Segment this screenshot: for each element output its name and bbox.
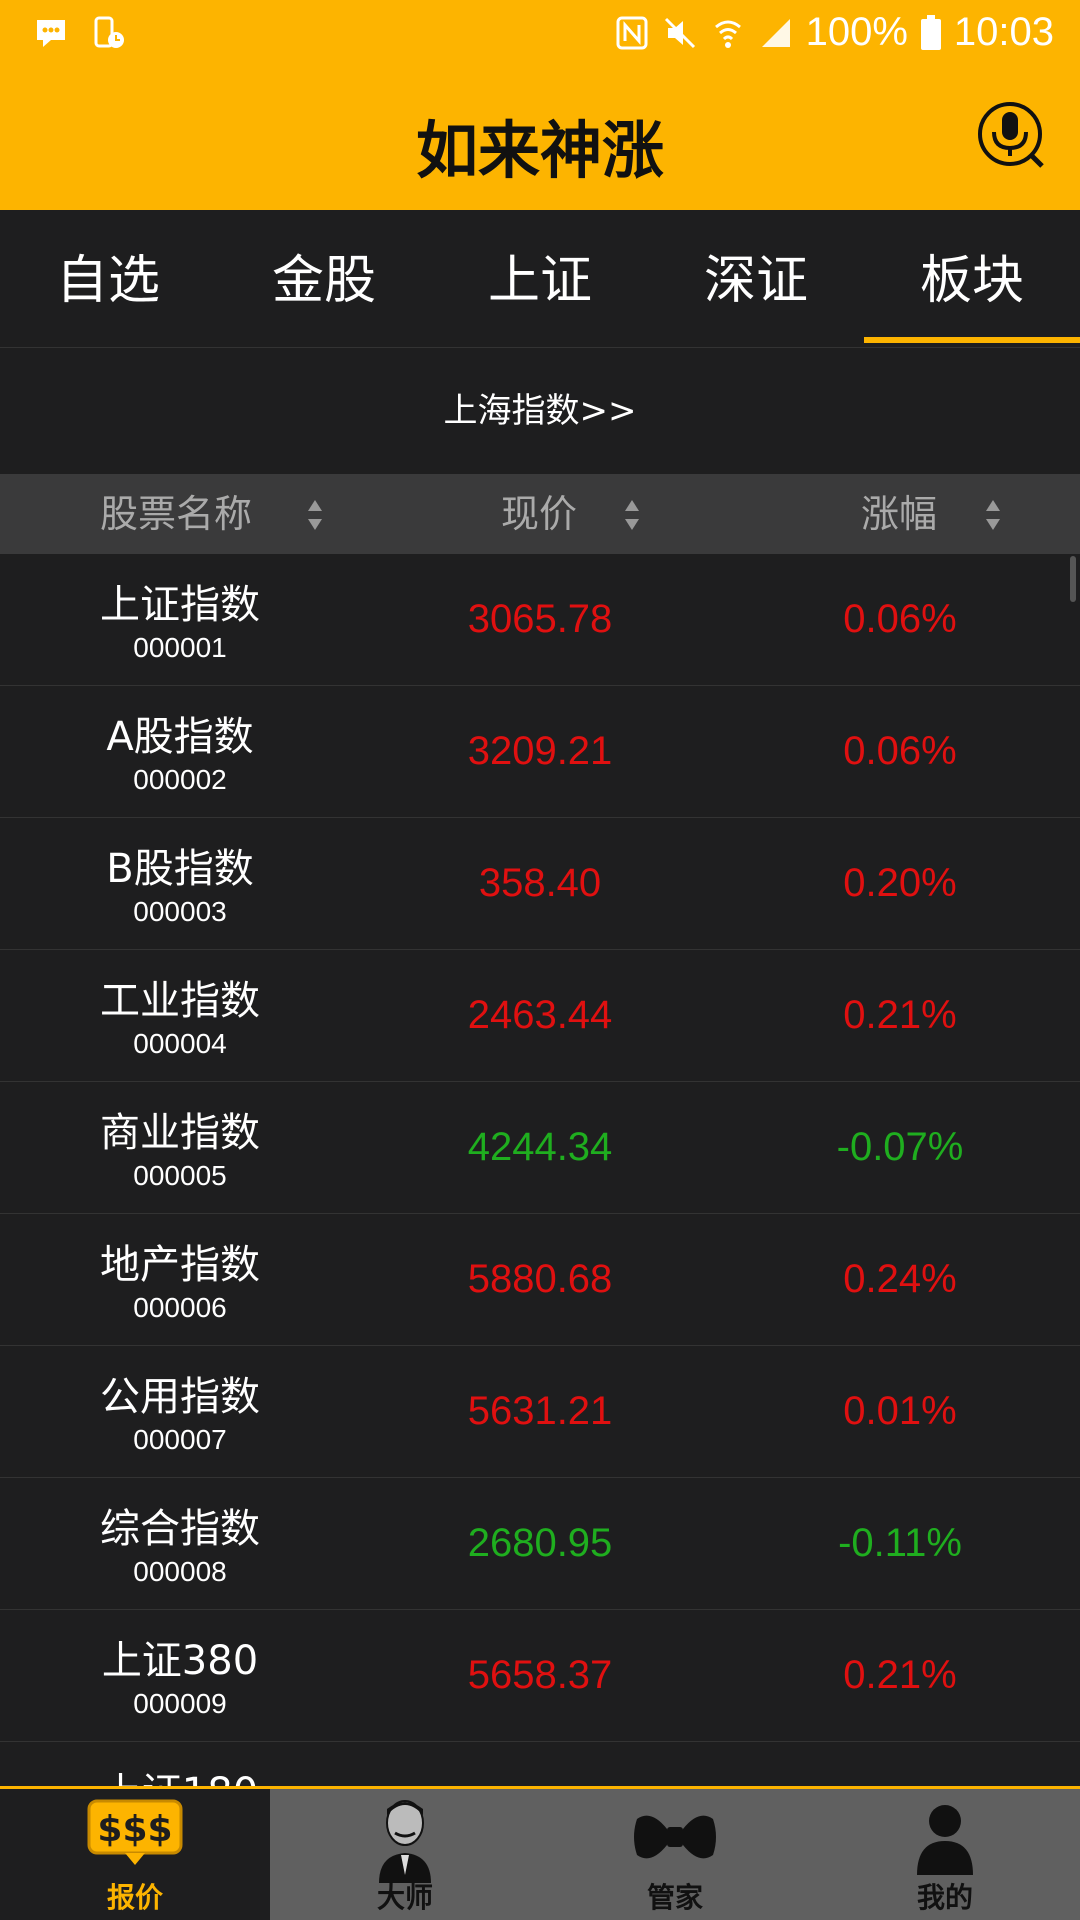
nav-master[interactable]: 大师 bbox=[270, 1789, 540, 1920]
stock-price: 358.40 bbox=[478, 861, 602, 905]
nav-butler[interactable]: 管家 bbox=[540, 1789, 810, 1920]
column-header-price[interactable]: 现价 bbox=[501, 492, 578, 536]
message-notification-icon bbox=[37, 20, 65, 47]
table-row[interactable]: 上证380 000009 5658.37 0.21% bbox=[0, 1610, 1080, 1742]
tab-golden-stocks[interactable]: 金股 bbox=[271, 251, 376, 311]
sort-icon[interactable] bbox=[624, 498, 640, 532]
dollar-sign-icon: $$$ bbox=[87, 1799, 183, 1865]
stock-price: 5631.21 bbox=[467, 1389, 613, 1433]
stock-price: 5658.37 bbox=[467, 1653, 613, 1697]
table-row[interactable]: 上证指数 000001 3065.78 0.06% bbox=[0, 554, 1080, 686]
nav-label: 大师 bbox=[376, 1881, 433, 1914]
tab-shanghai[interactable]: 上证 bbox=[487, 251, 592, 311]
stock-price: 2463.44 bbox=[467, 993, 613, 1037]
stock-change: 0.06% bbox=[843, 597, 957, 641]
tab-watchlist[interactable]: 自选 bbox=[55, 251, 160, 311]
stock-price: 2680.95 bbox=[467, 1521, 613, 1565]
table-row[interactable]: 公用指数 000007 5631.21 0.01% bbox=[0, 1346, 1080, 1478]
table-row[interactable]: 上证180 bbox=[0, 1742, 1080, 1786]
stock-price: 5880.68 bbox=[467, 1257, 613, 1301]
nav-label: 报价 bbox=[106, 1881, 163, 1914]
stock-name: B股指数 bbox=[106, 846, 254, 892]
stock-name: 商业指数 bbox=[100, 1110, 260, 1156]
sort-icon[interactable] bbox=[307, 498, 323, 532]
status-right: 100% 10:03 bbox=[614, 10, 1054, 55]
page-title: 如来神涨 bbox=[415, 114, 664, 187]
stock-code: 000003 bbox=[133, 896, 227, 927]
status-left-icons bbox=[34, 16, 126, 50]
mute-icon bbox=[664, 17, 695, 48]
master-avatar-icon bbox=[379, 1800, 431, 1883]
stock-name: 地产指数 bbox=[100, 1242, 260, 1288]
stock-code: 000009 bbox=[133, 1688, 227, 1719]
stock-change: 0.24% bbox=[843, 1257, 957, 1301]
battery-icon bbox=[920, 14, 941, 50]
nav-label: 管家 bbox=[646, 1881, 703, 1914]
stock-list[interactable]: 上证指数 000001 3065.78 0.06% A股指数 000002 32… bbox=[0, 554, 1080, 1786]
stock-price: 4244.34 bbox=[467, 1125, 613, 1169]
battery-percent: 100% bbox=[805, 10, 908, 54]
stock-name: 上证380 bbox=[101, 1638, 259, 1684]
stock-change: -0.11% bbox=[838, 1521, 962, 1565]
stock-name: 上证180 bbox=[0, 1760, 360, 1786]
stock-name: 综合指数 bbox=[100, 1506, 260, 1552]
bow-tie-icon bbox=[634, 1815, 716, 1859]
shanghai-index-link[interactable]: 上海指数>> bbox=[443, 391, 637, 431]
column-header-name[interactable]: 股票名称 bbox=[100, 492, 253, 536]
nav-quotes[interactable]: $$$ 报价 bbox=[0, 1789, 270, 1920]
clock: 10:03 bbox=[953, 10, 1054, 54]
stock-change: 0.20% bbox=[843, 861, 957, 905]
stock-code: 000001 bbox=[133, 632, 227, 663]
stock-code: 000005 bbox=[133, 1160, 227, 1191]
stock-change: 0.21% bbox=[843, 993, 957, 1037]
voice-search-icon[interactable] bbox=[976, 100, 1048, 172]
stock-name: 公用指数 bbox=[100, 1374, 260, 1420]
nav-label: 我的 bbox=[916, 1881, 973, 1914]
stock-code: 000008 bbox=[133, 1556, 227, 1587]
svg-text:$$$: $$$ bbox=[97, 1809, 172, 1850]
tab-sectors[interactable]: 板块 bbox=[864, 210, 1080, 347]
bottom-navigation: $$$ 报价 大师 管家 我的 bbox=[0, 1786, 1080, 1920]
table-row[interactable]: B股指数 000003 358.40 0.20% bbox=[0, 818, 1080, 950]
table-row[interactable]: A股指数 000002 3209.21 0.06% bbox=[0, 686, 1080, 818]
nfc-icon bbox=[616, 16, 648, 49]
app-header-bar: 100% 10:03 如来神涨 bbox=[0, 0, 1080, 210]
table-row[interactable]: 工业指数 000004 2463.44 0.21% bbox=[0, 950, 1080, 1082]
status-bar: 100% 10:03 bbox=[0, 0, 1080, 66]
stock-change: 0.01% bbox=[843, 1389, 957, 1433]
stock-change: -0.07% bbox=[836, 1125, 964, 1169]
stock-price: 3209.21 bbox=[467, 729, 613, 773]
column-header-change[interactable]: 涨幅 bbox=[861, 492, 938, 536]
stock-change: 0.21% bbox=[843, 1653, 957, 1697]
stock-name: A股指数 bbox=[106, 714, 254, 760]
table-header: 股票名称 现价 涨幅 bbox=[0, 474, 1080, 554]
nav-mine[interactable]: 我的 bbox=[810, 1789, 1080, 1920]
stock-name: 上证指数 bbox=[100, 582, 260, 628]
stock-code: 000004 bbox=[133, 1028, 227, 1059]
table-row[interactable]: 地产指数 000006 5880.68 0.24% bbox=[0, 1214, 1080, 1346]
wifi-icon bbox=[714, 20, 741, 48]
signal-icon bbox=[761, 18, 790, 47]
stock-code: 000007 bbox=[133, 1424, 227, 1455]
stock-change: 0.06% bbox=[843, 729, 957, 773]
tab-shenzhen[interactable]: 深证 bbox=[703, 251, 808, 311]
user-icon bbox=[917, 1805, 973, 1875]
market-tabs: 自选 金股 上证 深证 板块 bbox=[0, 210, 1080, 348]
stock-price: 3065.78 bbox=[467, 597, 613, 641]
table-row[interactable]: 综合指数 000008 2680.95 -0.11% bbox=[0, 1478, 1080, 1610]
stock-code: 000002 bbox=[133, 764, 227, 795]
stock-name: 工业指数 bbox=[100, 978, 260, 1024]
list-scrollbar[interactable] bbox=[1070, 556, 1076, 602]
device-timer-icon bbox=[94, 16, 124, 48]
stock-code: 000006 bbox=[133, 1292, 227, 1323]
sort-icon[interactable] bbox=[985, 498, 1001, 532]
table-row[interactable]: 商业指数 000005 4244.34 -0.07% bbox=[0, 1082, 1080, 1214]
